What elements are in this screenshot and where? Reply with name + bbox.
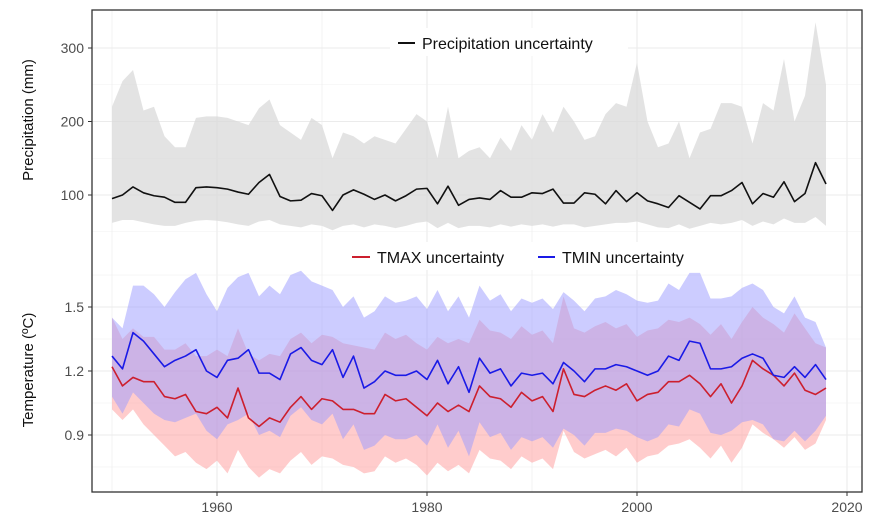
x-tick-label: 1960 (201, 499, 232, 515)
legend-label: Precipitation uncertainty (422, 36, 593, 53)
y-tick-label: 1.5 (65, 299, 85, 315)
y-axis-title: Temperature (ºC) (20, 313, 37, 428)
x-tick-label: 2020 (831, 499, 862, 515)
series-line-0 (111, 161, 827, 212)
series-line-0 (111, 359, 827, 428)
y-tick-label: 100 (61, 187, 85, 203)
x-tick-label: 2000 (621, 499, 652, 515)
legend-background (345, 242, 717, 270)
series-line-1 (111, 331, 827, 394)
legend-background (390, 28, 628, 56)
uncertainty-band-1 (112, 270, 826, 457)
legend-label: TMAX uncertainty (377, 250, 504, 267)
y-tick-label: 0.9 (65, 427, 85, 443)
legend-label: TMIN uncertainty (562, 250, 684, 267)
y-tick-label: 200 (61, 114, 85, 130)
y-tick-label: 300 (61, 40, 85, 56)
x-tick-label: 1980 (411, 499, 442, 515)
y-tick-label: 1.2 (65, 363, 85, 379)
uncertainty-band-0 (112, 22, 826, 231)
plot-border (91, 9, 863, 493)
y-axis-title: Precipitation (mm) (20, 59, 37, 181)
